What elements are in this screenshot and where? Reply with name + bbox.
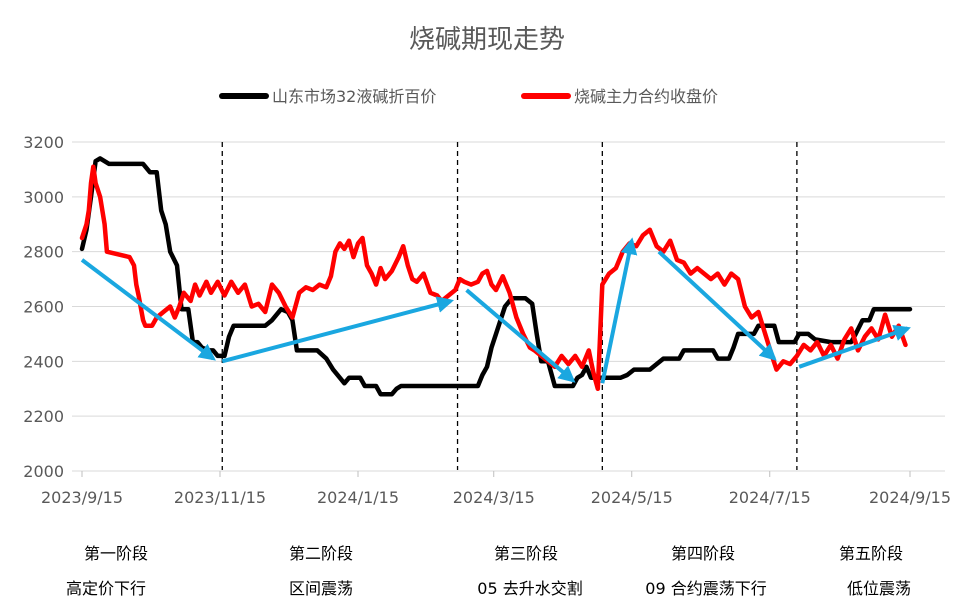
x-tick-label: 2024/7/15: [729, 488, 811, 507]
x-tick-label: 2023/11/15: [174, 488, 266, 507]
phase-2-name: 第二阶段: [289, 544, 353, 563]
phase-1-desc: 高定价下行: [66, 579, 146, 598]
x-axis-ticks: 2023/9/15 2023/11/15 2024/1/15 2024/3/15 202…: [41, 471, 951, 507]
gridlines: [72, 141, 945, 472]
legend: 山东市场32液碱折百价 烧碱主力合约收盘价: [219, 87, 718, 106]
trend-arrow: [600, 237, 638, 384]
chart-title: 烧碱期现走势: [409, 25, 565, 55]
phase-2-desc: 区间震荡: [289, 579, 353, 598]
legend-label-spot-price: 山东市场32液碱折百价: [272, 87, 436, 106]
phase-4-name: 第四阶段: [671, 544, 735, 563]
y-tick-label: 3000: [23, 188, 64, 207]
x-tick-label: 2024/5/15: [591, 488, 673, 507]
y-tick-label: 3200: [23, 133, 64, 152]
series-lines: [79, 156, 913, 397]
y-tick-label: 2800: [23, 243, 64, 262]
phase-dividers: [221, 142, 798, 470]
trend-arrow: [80, 258, 216, 361]
phase-5-name: 第五阶段: [839, 544, 903, 563]
x-tick-label: 2024/9/15: [869, 488, 951, 507]
trend-arrow: [798, 324, 911, 369]
x-tick-label: 2024/1/15: [317, 488, 399, 507]
trend-arrows: [80, 237, 911, 384]
phase-3-desc: 05 去升水交割: [477, 579, 582, 598]
x-tick-label: 2024/3/15: [453, 488, 535, 507]
spot-price-line: [79, 156, 913, 397]
y-tick-label: 2200: [23, 407, 64, 426]
y-tick-label: 2600: [23, 298, 64, 317]
phase-4-desc: 09 合约震荡下行: [645, 579, 766, 598]
y-axis-ticks: 2000 2200 2400 2600 2800 3000 3200: [23, 133, 64, 481]
trend-arrow: [221, 296, 455, 364]
trend-arrow: [465, 288, 576, 383]
futures-price-line: [79, 164, 908, 392]
phase-labels: 第一阶段 高定价下行 第二阶段 区间震荡 第三阶段 05 去升水交割 第四阶段 …: [66, 544, 911, 598]
y-tick-label: 2000: [23, 462, 64, 481]
phase-5-desc: 低位震荡: [847, 579, 911, 598]
y-tick-label: 2400: [23, 352, 64, 371]
phase-3-name: 第三阶段: [494, 544, 558, 563]
phase-1-name: 第一阶段: [84, 544, 148, 563]
trend-arrow: [657, 250, 777, 361]
x-tick-label: 2023/9/15: [41, 488, 123, 507]
legend-label-futures-price: 烧碱主力合约收盘价: [574, 87, 718, 106]
